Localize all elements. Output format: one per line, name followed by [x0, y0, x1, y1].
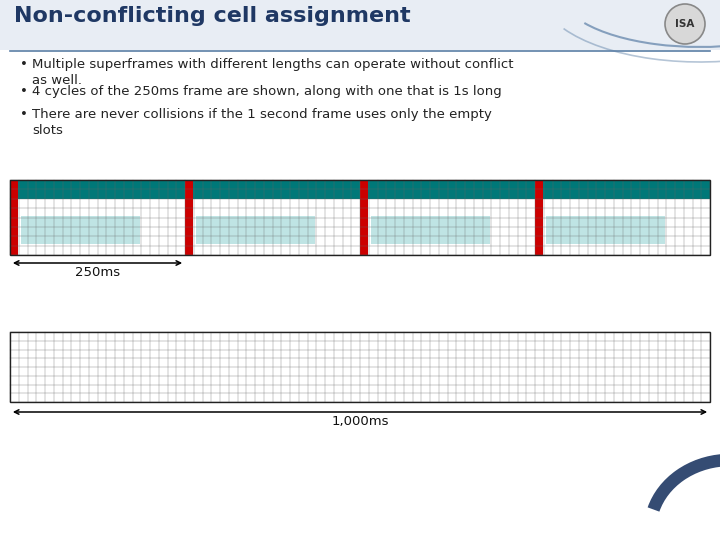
Bar	[10, 332, 710, 402]
Bar	[20, 215, 140, 244]
Text: •: •	[20, 85, 28, 98]
Text: 250ms: 250ms	[75, 266, 120, 279]
Bar	[371, 215, 490, 244]
Text: •: •	[20, 58, 28, 71]
Text: There are never collisions if the 1 second frame uses only the empty
slots: There are never collisions if the 1 seco…	[32, 108, 492, 138]
Bar	[10, 332, 710, 402]
Text: •: •	[20, 108, 28, 121]
Bar	[546, 215, 665, 244]
Text: 1,000ms: 1,000ms	[331, 415, 389, 428]
Bar	[10, 180, 710, 255]
Text: 4 cycles of the 250ms frame are shown, along with one that is 1s long: 4 cycles of the 250ms frame are shown, a…	[32, 85, 502, 98]
Text: ISA: ISA	[675, 19, 695, 29]
Text: Non-conflicting cell assignment: Non-conflicting cell assignment	[14, 6, 410, 26]
Bar	[196, 215, 315, 244]
Text: Multiple superframes with different lengths can operate without conflict
as well: Multiple superframes with different leng…	[32, 58, 513, 87]
Bar	[360, 180, 368, 255]
Bar	[0, 0, 720, 50]
Bar	[10, 180, 710, 199]
Bar	[10, 180, 710, 255]
Bar	[535, 180, 543, 255]
Circle shape	[665, 4, 705, 44]
Bar	[185, 180, 193, 255]
Bar	[10, 180, 18, 255]
